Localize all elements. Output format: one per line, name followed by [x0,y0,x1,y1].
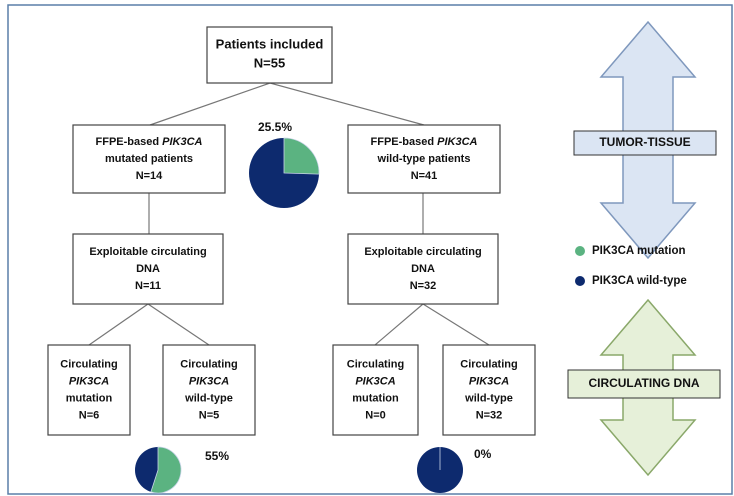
node-text: mutation [66,392,113,404]
pie-mutation-slice [150,446,182,494]
text-segment: mutation [352,392,399,404]
node-text: N=5 [199,409,220,421]
node-text: N=41 [411,170,438,182]
text-segment: DNA [136,263,160,275]
text-segment: DNA [411,263,435,275]
text-segment: N=32 [476,409,503,421]
node-text: Exploitable circulating [89,246,206,258]
arrow-label-box [567,369,721,399]
text-segment: Circulating [60,358,117,370]
node-text: wild-type patients [377,153,471,165]
node-box [47,344,131,436]
legend-swatch [575,276,585,286]
legend-label: PIK3CA mutation [592,245,686,257]
node-box [332,344,419,436]
text-segment: N=41 [411,170,438,182]
node-text: Circulating [460,358,517,370]
node-box [162,344,256,436]
node-text: N=0 [365,409,386,421]
node-text: wild-type [184,392,233,404]
text-segment: FFPE-based [371,136,438,148]
arrow-label: TUMOR-TISSUE [599,135,690,149]
text-segment: Circulating [347,358,404,370]
text-segment: Circulating [460,358,517,370]
node-text: PIK3CA [69,375,109,387]
node-text: mutation [352,392,399,404]
text-segment: PIK3CA [162,136,202,148]
text-segment: PIK3CA [69,375,109,387]
node-text: Circulating [180,358,237,370]
node-text: Circulating [60,358,117,370]
node-text: N=32 [476,409,503,421]
pie-label: 55% [205,449,229,463]
text-segment: mutation [66,392,113,404]
text-segment: wild-type [464,392,513,404]
text-segment: N=0 [365,409,386,421]
text-segment: PIK3CA [469,375,509,387]
node-text: N=55 [254,56,285,71]
node-text: Circulating [347,358,404,370]
text-segment: Circulating [180,358,237,370]
text-segment: wild-type [184,392,233,404]
text-segment: N=6 [79,409,100,421]
node-box [206,26,333,84]
node-text: Patients included [216,37,324,52]
text-segment: N=11 [135,280,161,292]
text-segment: PIK3CA [355,375,395,387]
legend-label: PIK3CA wild-type [592,275,687,287]
text-segment: FFPE-based [96,136,163,148]
pie-label: 25.5% [258,120,292,134]
text-segment: N=5 [199,409,220,421]
node-text: DNA [136,263,160,275]
legend-swatch [575,246,585,256]
text-segment: PIK3CA [189,375,229,387]
text-segment: mutated patients [105,153,193,165]
node-box [442,344,536,436]
text-segment: N=55 [254,56,285,71]
node-text: N=32 [410,280,437,292]
text-segment: Patients included [216,37,324,52]
text-segment: wild-type patients [377,153,471,165]
node-text: FFPE-based PIK3CA [96,136,203,148]
text-segment: Exploitable circulating [364,246,481,258]
node-text: N=14 [136,170,163,182]
node-box [347,124,501,194]
node-text: Exploitable circulating [364,246,481,258]
node-text: PIK3CA [469,375,509,387]
text-segment: N=14 [136,170,163,182]
node-text: mutated patients [105,153,193,165]
arrow-label-box [573,130,717,156]
arrow-label: CIRCULATING DNA [588,376,699,390]
node-text: PIK3CA [355,375,395,387]
node-text: FFPE-based PIK3CA [371,136,478,148]
text-segment: N=32 [410,280,437,292]
pie-label: 0% [474,447,492,461]
node-text: N=11 [135,280,161,292]
text-segment: Exploitable circulating [89,246,206,258]
node-box [72,233,224,305]
node-box [72,124,226,194]
node-text: wild-type [464,392,513,404]
text-segment: PIK3CA [437,136,477,148]
pie-mutation-slice [283,137,320,175]
node-text: N=6 [79,409,100,421]
node-text: PIK3CA [189,375,229,387]
node-box [347,233,499,305]
node-text: DNA [411,263,435,275]
